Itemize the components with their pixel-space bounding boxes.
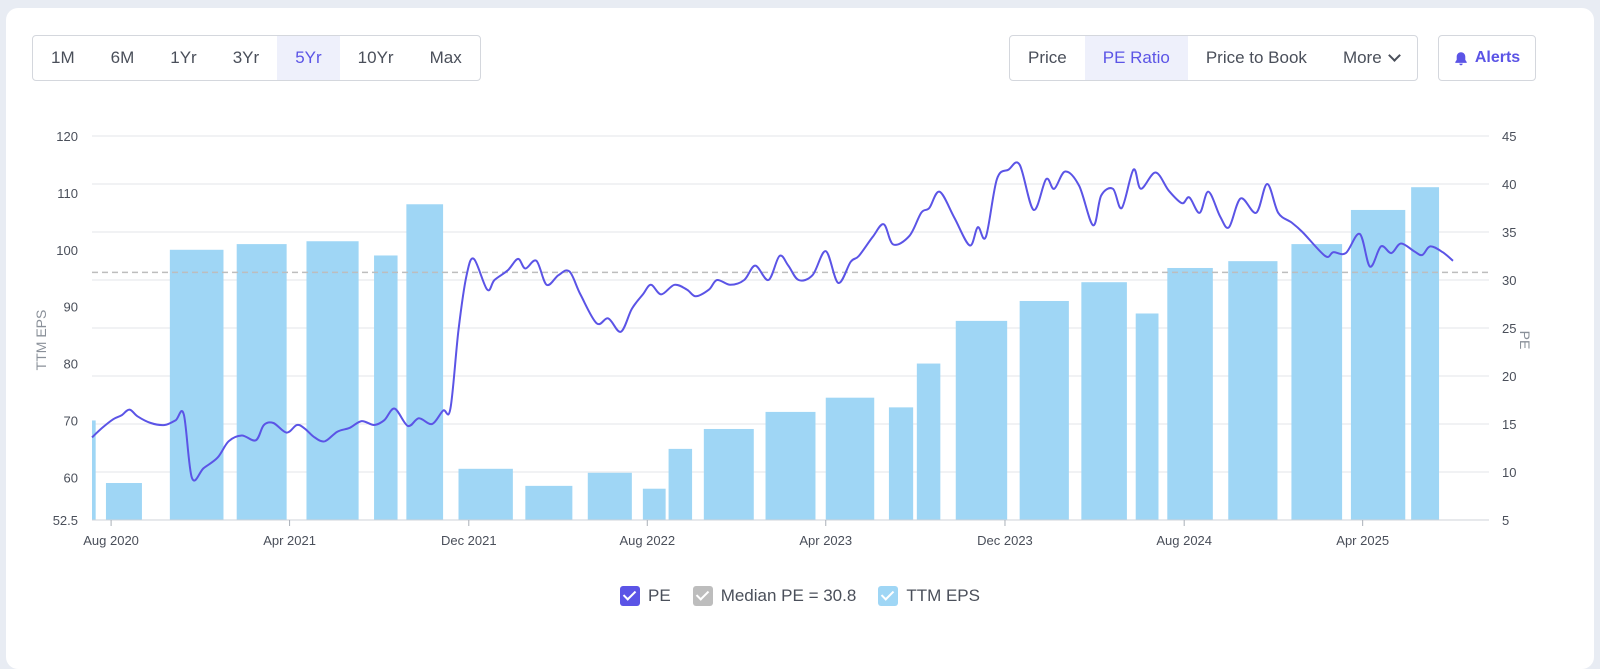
chart-card: 1M 6M 1Yr 3Yr 5Yr 10Yr Max Price PE Rati… [6,8,1594,669]
eps-bar [1411,187,1440,520]
eps-bar [458,468,513,520]
chart-legend: PE Median PE = 30.8 TTM EPS [6,586,1594,606]
metric-price-to-book-tab[interactable]: Price to Book [1205,48,1307,67]
eps-bars [92,187,1440,521]
x-tick-label: Aug 2022 [619,533,675,548]
legend-pe-label: PE [648,586,671,605]
legend-eps-toggle[interactable]: TTM EPS [878,586,980,606]
eps-bar [1167,267,1213,520]
more-label: More [1342,48,1382,67]
pe-line-layer [91,161,1454,482]
legend-median-label: Median PE = 30.8 [720,586,857,605]
legend-pe-toggle[interactable]: PE [620,586,671,606]
eps-bar [1081,282,1127,520]
left-tick-label: 80 [64,357,78,372]
metric-pe-ratio-tab[interactable]: PE Ratio [1084,36,1188,80]
left-tick-label: 52.5 [53,513,78,528]
eps-bar [1350,209,1406,520]
eps-bar [169,249,224,520]
left-tick-label: 100 [56,243,78,258]
bell-icon [1455,51,1467,65]
legend-eps-label: TTM EPS [906,586,980,605]
eps-bar [916,363,941,520]
range-6m-button[interactable]: 6M [110,48,135,67]
range-max-button[interactable]: Max [429,48,462,67]
left-axis-title: TTM EPS [33,310,49,371]
range-5yr-button[interactable]: 5Yr [277,36,340,80]
eps-bar [306,241,359,520]
left-tick-label: 70 [64,413,78,428]
time-range-selector: 1M 6M 1Yr 3Yr 5Yr 10Yr Max [32,35,481,81]
eps-bar [92,420,96,520]
pe-series-line [91,161,1454,482]
eps-bar [525,485,573,520]
range-10yr-button[interactable]: 10Yr [357,48,394,67]
eps-bar [1135,313,1159,520]
eps-bar [1291,244,1343,521]
chart-axes: Aug 2020 Apr 2021 Dec 2021 Aug 2022 Apr 2023… [33,129,1533,548]
pe-eps-chart: Aug 2020 Apr 2021 Dec 2021 Aug 2022 Apr 2023… [33,129,1533,548]
eps-bar [703,428,754,520]
legend-median-toggle[interactable]: Median PE = 30.8 [692,586,857,606]
range-3yr-button[interactable]: 3Yr [232,48,260,67]
x-tick-label: Apr 2025 [1336,533,1389,548]
left-tick-label: 120 [56,129,78,144]
left-tick-label: 60 [64,470,78,485]
left-tick-label: 90 [64,300,78,315]
left-tick-label: 110 [57,186,78,201]
x-tick-label: Dec 2021 [441,533,497,548]
x-tick-label: Aug 2020 [83,533,139,548]
eps-bar [642,488,666,520]
eps-bar [765,411,816,520]
right-tick-label: 20 [1502,369,1516,384]
right-tick-label: 40 [1502,177,1516,192]
x-tick-label: Apr 2021 [263,533,316,548]
eps-bar [955,320,1008,520]
right-tick-label: 30 [1502,273,1516,288]
eps-bar [587,472,632,520]
metric-selector: Price PE Ratio Price to Book More [1009,35,1418,81]
eps-bar [825,397,875,520]
right-tick-label: 35 [1502,225,1516,240]
eps-bar [374,255,398,520]
eps-bar [888,407,914,520]
eps-bar [236,244,287,521]
right-tick-label: 25 [1502,321,1516,336]
x-tick-label: Apr 2023 [799,533,852,548]
metric-price-tab[interactable]: Price [1028,48,1067,67]
alerts-label: Alerts [1474,49,1521,66]
more-metrics-dropdown[interactable]: More [1325,36,1417,80]
eps-bar [668,448,693,520]
eps-bar [105,483,142,520]
eps-bar [1228,261,1278,520]
right-tick-label: 15 [1502,417,1516,432]
right-axis-title: PE [1517,331,1533,350]
range-1m-button[interactable]: 1M [51,48,75,67]
eps-bar [1019,300,1069,520]
x-tick-label: Aug 2024 [1156,533,1212,548]
right-tick-label: 5 [1502,513,1509,528]
right-tick-label: 45 [1502,129,1516,144]
eps-bar [406,204,444,520]
range-1yr-button[interactable]: 1Yr [170,48,197,67]
x-tick-label: Dec 2023 [977,533,1033,548]
checkbox-checked-icon [620,586,640,606]
checkbox-checked-icon [692,586,713,606]
alerts-button[interactable]: Alerts [1438,35,1536,81]
right-tick-label: 10 [1502,465,1516,480]
checkbox-checked-icon [878,586,899,606]
